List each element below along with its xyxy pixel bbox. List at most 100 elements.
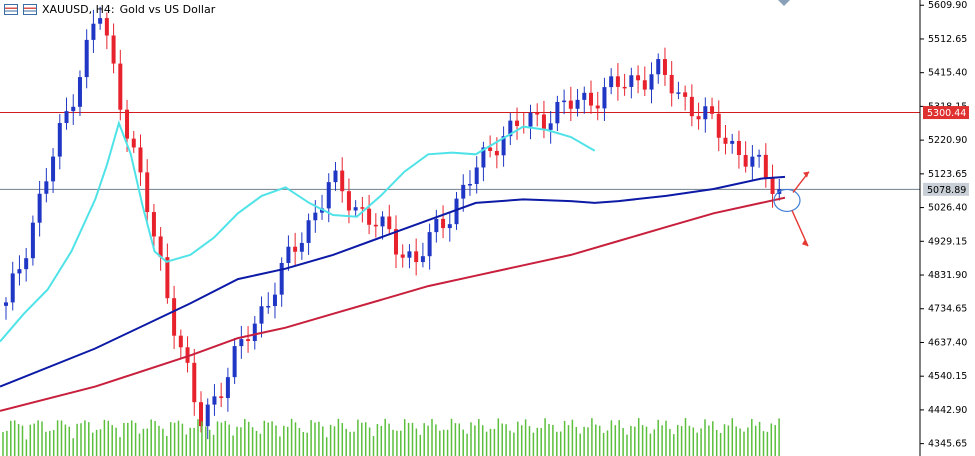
- candle-body: [662, 59, 667, 75]
- candle-body: [447, 224, 452, 229]
- candle-body: [703, 106, 708, 120]
- candle-body: [387, 216, 392, 230]
- y-tick-label: 4637.40: [928, 337, 967, 348]
- candle-body: [622, 86, 627, 89]
- candle-body: [467, 183, 472, 186]
- candle-body: [205, 404, 210, 427]
- candle-body: [562, 100, 567, 103]
- candle-body: [548, 123, 553, 130]
- symbol-description: Gold vs US Dollar: [119, 3, 216, 16]
- candle-body: [629, 75, 634, 87]
- candle-body: [575, 99, 580, 109]
- top-marker-icon: [778, 0, 790, 6]
- moving-average-line: [0, 119, 596, 343]
- annotation-arrow-up-head: [803, 171, 809, 178]
- price-tag-label: 5300.44: [927, 108, 966, 119]
- candle-body: [286, 246, 291, 263]
- candle-body: [77, 77, 82, 107]
- candle-body: [642, 80, 647, 90]
- y-tick-label: 4831.90: [928, 270, 967, 281]
- y-tick-label: 5123.65: [928, 169, 967, 180]
- candle-body: [4, 302, 8, 306]
- candle-body: [568, 100, 573, 109]
- candle-body: [380, 216, 385, 227]
- candle-body: [367, 208, 372, 225]
- candle-body: [84, 39, 89, 78]
- candle-body: [582, 92, 587, 100]
- candle-body: [676, 92, 681, 94]
- candle-body: [515, 120, 520, 127]
- chart-title-bar: XAUUSD, H4: Gold vs US Dollar: [4, 3, 215, 16]
- candle-body: [683, 92, 688, 97]
- candle-body: [279, 262, 284, 295]
- candle-body: [158, 236, 163, 258]
- y-tick-label: 5415.40: [928, 68, 967, 79]
- candle-body: [723, 137, 728, 144]
- candle-body: [373, 224, 378, 227]
- candle-body: [710, 106, 715, 114]
- candle-body: [716, 113, 721, 138]
- candle-body: [602, 87, 607, 109]
- candle-body: [353, 207, 358, 211]
- candle-body: [272, 294, 277, 306]
- candle-body: [474, 167, 479, 184]
- price-tag: [923, 182, 969, 196]
- candle-body: [743, 155, 748, 167]
- candle-body: [407, 251, 412, 258]
- candle-body: [757, 154, 762, 157]
- y-tick-label: 4442.90: [928, 405, 967, 416]
- candle-body: [535, 112, 540, 115]
- y-tick-label: 4734.65: [928, 304, 967, 315]
- candle-body: [57, 122, 62, 157]
- candle-body: [91, 23, 96, 40]
- candle-body: [689, 96, 694, 117]
- candle-body: [481, 147, 486, 168]
- chart-window-icon: [23, 4, 37, 15]
- candle-body: [239, 339, 244, 347]
- chart-window-icon: [4, 4, 18, 15]
- candle-body: [696, 116, 701, 120]
- candle-body: [340, 170, 345, 192]
- y-tick-label: 4540.15: [928, 371, 967, 382]
- moving-average-line: [0, 196, 786, 412]
- candle-body: [770, 178, 775, 194]
- candle-body: [441, 218, 446, 229]
- candle-body: [111, 35, 116, 64]
- candle-body: [125, 109, 130, 139]
- candle-body: [400, 254, 405, 258]
- candle-body: [30, 222, 35, 259]
- candle-body: [104, 18, 109, 36]
- candle-body: [151, 212, 156, 237]
- candle-body: [266, 305, 271, 308]
- candle-body: [64, 111, 69, 123]
- candle-body: [589, 92, 593, 106]
- candle-body: [199, 402, 203, 427]
- candle-body: [172, 298, 177, 336]
- candle-body: [118, 63, 123, 110]
- y-tick-label: 4345.65: [928, 439, 967, 450]
- price-tag-label: 5078.89: [927, 185, 966, 196]
- candle-body: [360, 207, 365, 209]
- candle-body: [219, 396, 224, 398]
- candle-body: [71, 106, 76, 112]
- candle-body: [225, 377, 230, 398]
- candle-body: [44, 181, 49, 194]
- candle-body: [259, 306, 264, 324]
- y-tick-label: 4929.15: [928, 236, 967, 247]
- annotation-ellipse: [773, 188, 801, 213]
- candle-body: [178, 335, 183, 348]
- candle-body: [313, 212, 318, 221]
- candle-body: [454, 198, 459, 225]
- y-tick-label: 5609.90: [928, 0, 967, 11]
- candle-body: [37, 193, 42, 223]
- candle-body: [232, 346, 237, 378]
- candle-body: [185, 347, 190, 363]
- candle-body: [299, 242, 304, 252]
- candle-body: [212, 396, 217, 405]
- candle-body: [736, 140, 741, 156]
- y-tick-label: 5512.65: [928, 34, 967, 45]
- annotation-arrow-down-head: [802, 239, 808, 247]
- candle-body: [541, 114, 546, 130]
